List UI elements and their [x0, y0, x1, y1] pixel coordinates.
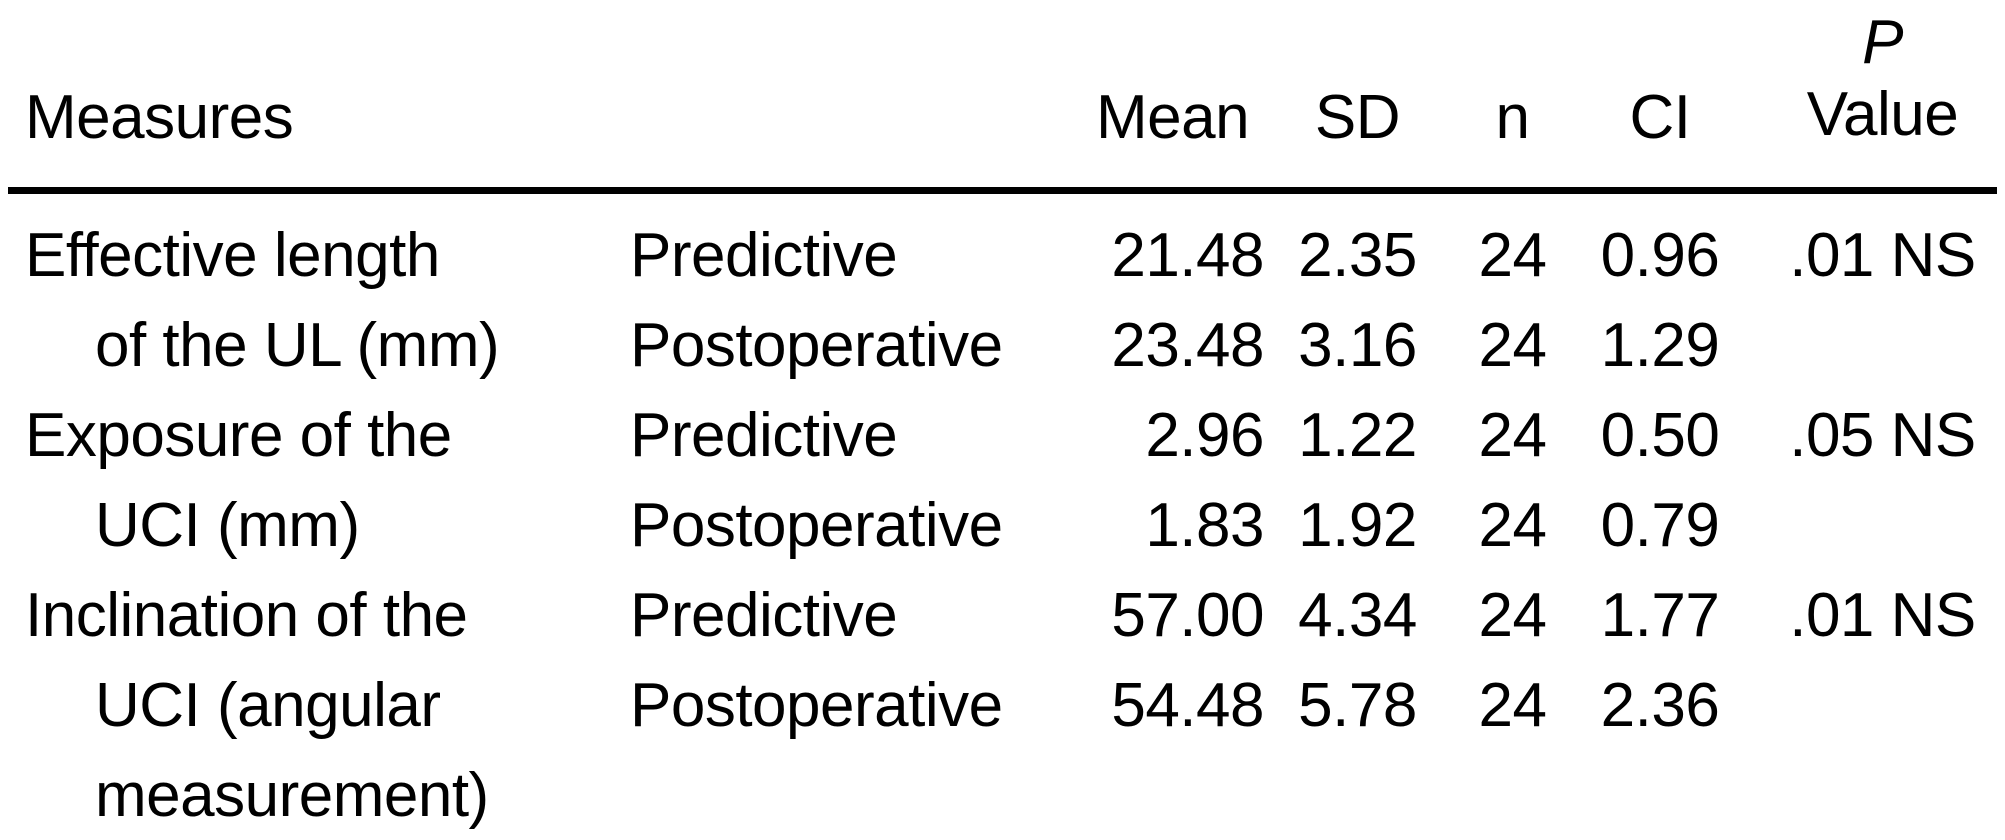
ci-value: 1.29 [1600, 311, 1720, 380]
ci-value: 0.50 [1600, 401, 1720, 470]
n-value: 24 [1478, 401, 1547, 470]
sd-value: 1.92 [1298, 491, 1417, 560]
condition-label: Predictive [630, 401, 898, 470]
measure-name-line: Effective length [25, 221, 440, 290]
p-value: .01 NS [1789, 581, 1976, 650]
condition-label: Postoperative [630, 671, 1003, 740]
ci-value: 1.77 [1600, 581, 1720, 650]
mean-value: 21.48 [1111, 221, 1264, 290]
condition-label: Postoperative [630, 311, 1003, 380]
n-value: 24 [1478, 221, 1547, 290]
column-header-p-value-label: Value [1806, 80, 1959, 149]
column-header-measures: Measures [25, 83, 294, 152]
measure-name-line: of the UL (mm) [95, 311, 500, 380]
n-value: 24 [1478, 671, 1547, 740]
mean-value: 23.48 [1111, 311, 1264, 380]
condition-label: Predictive [630, 581, 898, 650]
condition-label: Predictive [630, 221, 898, 290]
column-header-p-symbol: P [1862, 8, 1903, 77]
ci-value: 0.96 [1600, 221, 1720, 290]
sd-value: 4.34 [1298, 581, 1417, 650]
n-value: 24 [1478, 311, 1547, 380]
measure-name-line: measurement) [95, 761, 489, 830]
ci-value: 2.36 [1600, 671, 1720, 740]
column-header-n: n [1495, 83, 1530, 152]
header-divider-rule [8, 187, 1997, 194]
mean-value: 54.48 [1111, 671, 1264, 740]
sd-value: 1.22 [1298, 401, 1417, 470]
p-value: .01 NS [1789, 221, 1976, 290]
column-header-ci: CI [1629, 83, 1692, 152]
ci-value: 0.79 [1600, 491, 1720, 560]
measure-name-line: UCI (mm) [95, 491, 360, 560]
measure-name-line: UCI (angular [95, 671, 441, 740]
n-value: 24 [1478, 491, 1547, 560]
condition-label: Postoperative [630, 491, 1003, 560]
measure-name-line: Inclination of the [25, 581, 468, 650]
sd-value: 3.16 [1298, 311, 1417, 380]
column-header-sd: SD [1314, 83, 1401, 152]
column-header-mean: Mean [1095, 83, 1250, 152]
p-value: .05 NS [1789, 401, 1976, 470]
mean-value: 1.83 [1145, 491, 1264, 560]
measure-name-line: Exposure of the [25, 401, 452, 470]
n-value: 24 [1478, 581, 1547, 650]
column-header-p-value: P Value [1730, 0, 2005, 185]
mean-value: 2.96 [1145, 401, 1264, 470]
sd-value: 5.78 [1298, 671, 1417, 740]
mean-value: 57.00 [1111, 581, 1264, 650]
sd-value: 2.35 [1298, 221, 1417, 290]
